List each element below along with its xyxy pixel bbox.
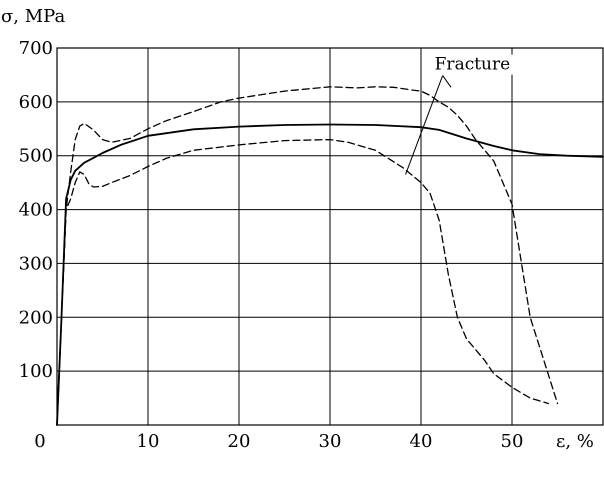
y-tick-label: 300	[19, 253, 53, 274]
annotation-leader-line	[442, 75, 452, 88]
series-line-3	[56, 138, 550, 426]
x-axis-label: ε, %	[556, 431, 594, 452]
x-tick-label: 20	[228, 431, 251, 452]
y-tick-label: 100	[19, 361, 53, 382]
x-tick-label: 40	[410, 431, 433, 452]
grid	[56, 47, 604, 426]
annotation-leader-line	[405, 75, 444, 175]
y-tick-label: 700	[19, 38, 53, 59]
y-tick-label: 400	[19, 200, 53, 221]
y-axis-label: σ, MPa	[1, 6, 65, 27]
tick-labels: 100 200 300 400 500 600 700 0 10 20 30 40 50	[19, 38, 524, 452]
annotation-label: Fracture	[435, 55, 511, 75]
series-line-2	[56, 86, 559, 426]
series-group	[56, 86, 604, 426]
x-tick-label: 30	[319, 431, 342, 452]
x-tick-label: 0	[34, 431, 45, 452]
series-line-1	[56, 123, 604, 426]
y-tick-label: 500	[19, 146, 53, 167]
annotation-background	[430, 54, 517, 75]
x-tick-label: 50	[501, 431, 524, 452]
y-tick-label: 200	[19, 307, 53, 328]
y-tick-label: 600	[19, 92, 53, 113]
fracture-annotation: Fracture	[405, 54, 517, 175]
x-tick-label: 10	[137, 431, 160, 452]
